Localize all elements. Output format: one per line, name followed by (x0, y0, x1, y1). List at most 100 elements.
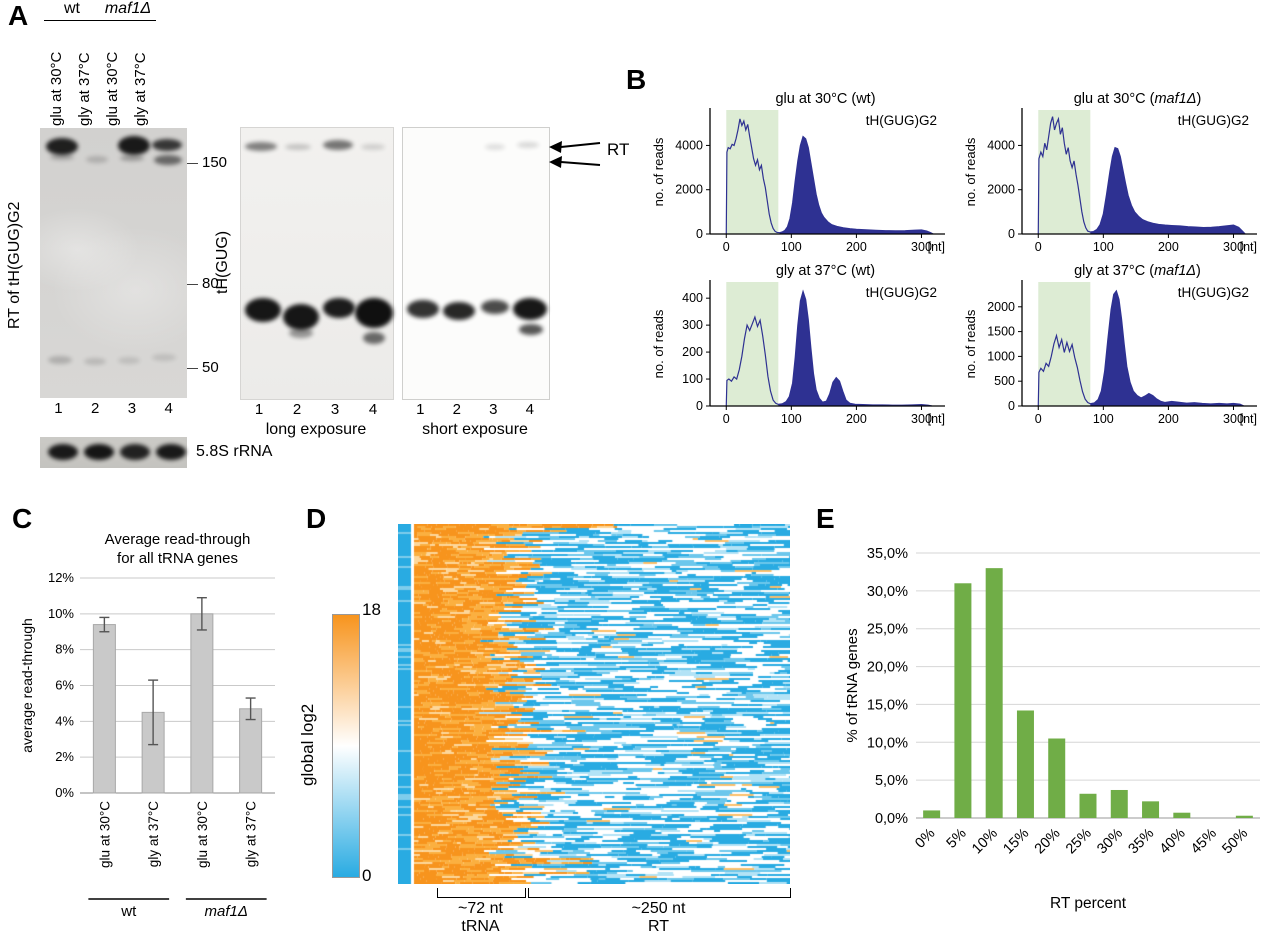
chart-shape (92, 624, 116, 794)
marker-80: 80 (202, 275, 219, 292)
gel-band (485, 144, 505, 150)
chart-text: RT percent (1050, 895, 1127, 912)
chart-text: 200 (846, 412, 867, 426)
chart-shape (560, 142, 601, 148)
chart-text: wt (120, 903, 137, 920)
chart-text: 4000 (675, 138, 703, 152)
chart-text: 0 (696, 399, 703, 413)
chart-shape (725, 118, 934, 235)
panel-d-label: D (306, 503, 327, 534)
chart-text: 0 (1008, 227, 1015, 241)
gel-band (118, 136, 150, 155)
chart-text: average read-through (19, 618, 35, 753)
chart-text: 1500 (987, 325, 1015, 339)
lane-numbers-short: 1 2 3 4 (402, 401, 548, 418)
chart-text: 2000 (675, 183, 703, 197)
group-underline-maf1 (100, 20, 156, 21)
gel-band (513, 298, 547, 320)
lane-number: 3 (127, 400, 137, 417)
rt-percent-histogram: 0,0% 5,0% 10,0% 15,0% 20,0% 25,0% 30,0% 35,0% 0%… (844, 546, 1260, 912)
chart-text: 0 (1008, 399, 1015, 413)
lane-numbers-rt: 1 2 3 4 (40, 400, 187, 417)
chart-shape (779, 136, 934, 234)
lane-condition-1: glu at 30°C (48, 51, 65, 126)
gel-band (120, 444, 150, 460)
chart-shape (1110, 789, 1128, 818)
chart-text: 30% (1094, 825, 1126, 857)
chart-text: 0% (55, 785, 74, 800)
chart-text: no. of reads (963, 309, 978, 378)
chart-shape (1038, 282, 1091, 406)
chart-shape (1235, 815, 1253, 818)
chart-shape (726, 110, 779, 234)
chart-text: 0 (696, 227, 703, 241)
chart-shape (778, 291, 932, 406)
gel-band (355, 298, 393, 328)
lane-number: 2 (90, 400, 100, 417)
chart-shape (190, 613, 214, 794)
chart-text: 2000 (987, 183, 1015, 197)
lane-number: 4 (525, 401, 534, 418)
chart-text: gly at 37°C (244, 801, 259, 867)
bracket-trna (437, 888, 526, 898)
chart-text: 10% (969, 825, 1001, 857)
chart-shape (726, 282, 779, 406)
trna-length-label: ~72 nt (458, 900, 503, 917)
caption-short-exposure: short exposure (422, 421, 528, 438)
chart-text: gly at 37°C (wt) (776, 263, 875, 279)
chart-text: tH(GUG)G2 (866, 285, 937, 300)
gel-band (48, 356, 72, 364)
chart-text: 100 (1093, 240, 1114, 254)
group-underline-wt (44, 20, 100, 21)
lane-condition-3: glu at 30°C (104, 51, 121, 126)
chart-shape (1079, 793, 1097, 818)
chart-text: 45% (1188, 825, 1220, 857)
caption-long-exposure: long exposure (265, 421, 367, 438)
gel-band (245, 298, 281, 322)
lane-number: 2 (292, 401, 302, 418)
chart-shape (1142, 801, 1160, 818)
chart-text: 200 (1158, 412, 1179, 426)
gel-band (154, 155, 182, 165)
rt-blot-ylabel: RT of tH(GUG)G2 (6, 201, 23, 329)
gel-band (443, 302, 475, 320)
panel-c-label: C (12, 503, 33, 534)
gel-band (517, 142, 539, 148)
gel-band (86, 156, 108, 163)
chart-text: 200 (682, 345, 703, 359)
chart-text: 25,0% (867, 622, 908, 638)
gel-band (323, 140, 353, 150)
chart-text: 2% (55, 749, 74, 764)
gel-band (118, 357, 140, 364)
chart-shape (560, 161, 601, 166)
chart-text: glu at 30°C (195, 801, 210, 868)
group-header-wt: wt (64, 0, 80, 17)
chart-text: [nt] (928, 240, 945, 254)
chart-text: 15,0% (867, 697, 908, 713)
bracket-rt (528, 888, 791, 898)
northern-blot-rt (40, 128, 187, 398)
chart-text: tH(GUG)G2 (1178, 113, 1249, 128)
panel-b-label: B (626, 64, 647, 95)
read-profile-gly37-maf1: 0 500 1000 1500 2000 0 100 200 300[nt] gly at 37°… (963, 263, 1257, 426)
chart-text: 15% (1000, 825, 1032, 857)
chart-shape (239, 708, 263, 794)
chart-text: 20,0% (867, 660, 908, 676)
northern-blot-long-exposure (240, 127, 394, 400)
marker-50: 50 (202, 359, 219, 376)
chart-text: maf1Δ (205, 903, 248, 920)
chart-text: tH(GUG)G2 (1178, 285, 1249, 300)
readthrough-bar-chart: Average read-through for all tRNA genes 0%… (19, 531, 275, 920)
chart-shape (1037, 289, 1245, 407)
read-profile-glu30-wt: 0 2000 4000 0 100 200 300[nt] glu at 30°C (wt) t… (651, 91, 945, 254)
chart-shape (954, 583, 972, 818)
chart-text: 35% (1126, 825, 1158, 857)
chart-text: % of tRNA genes (844, 628, 861, 742)
chart-shape (1048, 738, 1066, 818)
chart-text: 50% (1219, 825, 1251, 857)
lane-number: 1 (54, 400, 63, 417)
rt-arrows-icon (549, 141, 601, 168)
chart-text: 5,0% (875, 773, 908, 789)
chart-text: 25% (1063, 825, 1095, 857)
